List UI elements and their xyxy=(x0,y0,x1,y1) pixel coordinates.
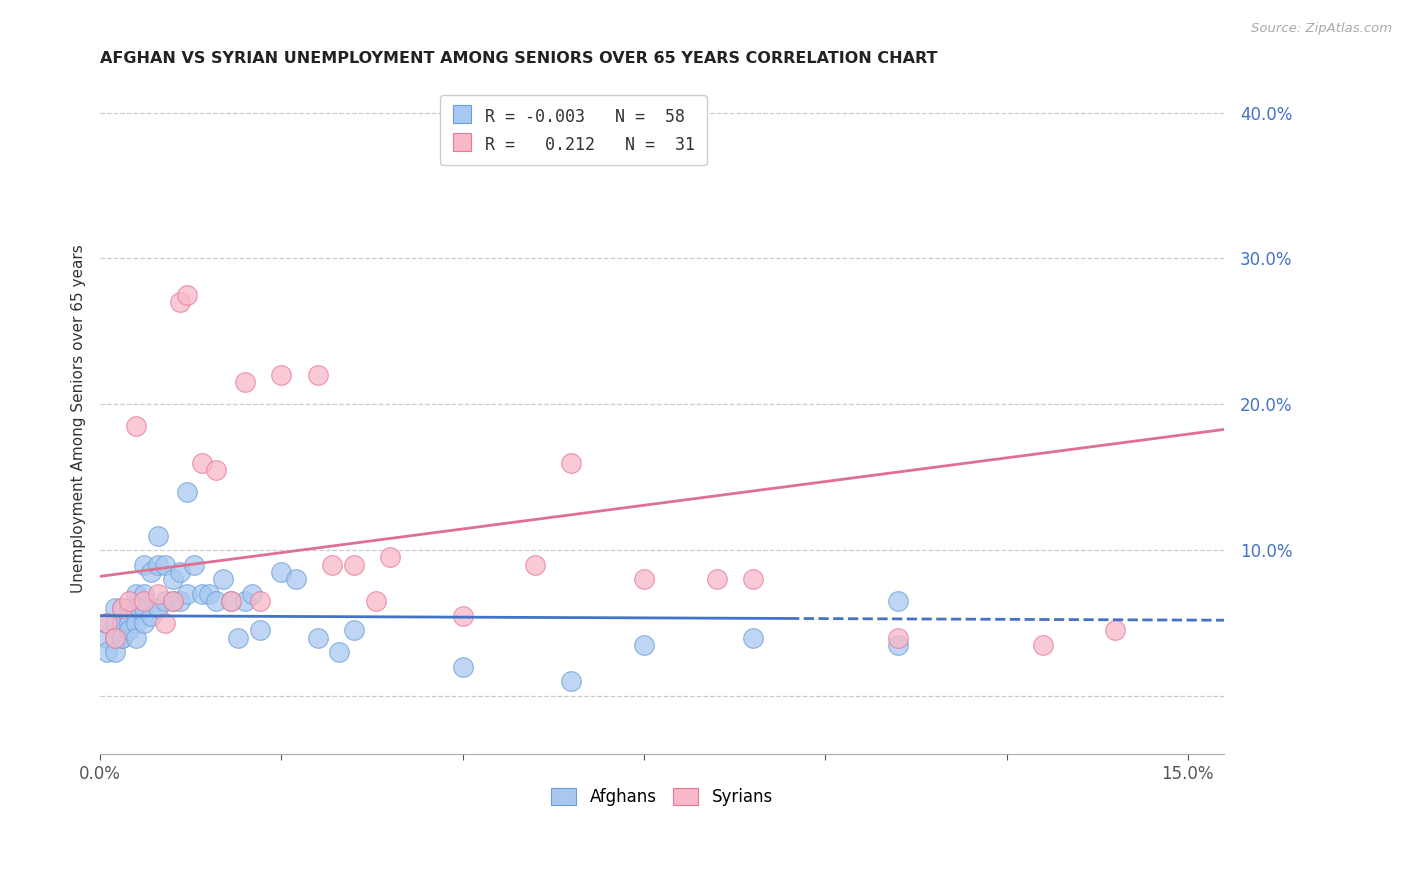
Point xyxy=(155,594,177,608)
Text: AFGHAN VS SYRIAN UNEMPLOYMENT AMONG SENIORS OVER 65 YEARS CORRELATION CHART: AFGHAN VS SYRIAN UNEMPLOYMENT AMONG SENI… xyxy=(100,51,938,66)
Point xyxy=(118,615,141,630)
Point xyxy=(96,615,118,630)
Point xyxy=(111,601,134,615)
Point xyxy=(104,631,127,645)
Point xyxy=(524,558,547,572)
Point xyxy=(343,624,366,638)
Point xyxy=(284,572,307,586)
Point xyxy=(169,594,191,608)
Y-axis label: Unemployment Among Seniors over 65 years: Unemployment Among Seniors over 65 years xyxy=(72,244,86,593)
Point xyxy=(190,587,212,601)
Point xyxy=(111,615,134,630)
Point xyxy=(104,615,127,630)
Point xyxy=(104,601,127,615)
Point xyxy=(560,674,582,689)
Point xyxy=(307,368,329,383)
Point xyxy=(451,659,474,673)
Point xyxy=(190,456,212,470)
Point xyxy=(125,615,148,630)
Point xyxy=(146,558,169,572)
Point xyxy=(233,376,256,390)
Point xyxy=(132,601,155,615)
Point xyxy=(633,638,655,652)
Point xyxy=(205,594,228,608)
Point xyxy=(233,594,256,608)
Point xyxy=(118,608,141,623)
Point xyxy=(155,615,177,630)
Point xyxy=(270,565,292,579)
Point xyxy=(146,601,169,615)
Point xyxy=(118,601,141,615)
Point xyxy=(146,587,169,601)
Point xyxy=(139,608,162,623)
Point xyxy=(198,587,221,601)
Point xyxy=(1104,624,1126,638)
Point xyxy=(155,558,177,572)
Point xyxy=(1032,638,1054,652)
Point xyxy=(321,558,343,572)
Point xyxy=(162,594,184,608)
Point xyxy=(162,594,184,608)
Point xyxy=(132,615,155,630)
Point xyxy=(741,631,763,645)
Point xyxy=(219,594,242,608)
Point xyxy=(560,456,582,470)
Point xyxy=(125,587,148,601)
Point xyxy=(380,550,402,565)
Point xyxy=(96,615,118,630)
Point xyxy=(176,484,198,499)
Point xyxy=(183,558,205,572)
Point xyxy=(132,594,155,608)
Legend: Afghans, Syrians: Afghans, Syrians xyxy=(544,781,779,813)
Point xyxy=(307,631,329,645)
Point xyxy=(343,558,366,572)
Point xyxy=(96,631,118,645)
Point xyxy=(249,594,271,608)
Point xyxy=(706,572,728,586)
Point xyxy=(125,419,148,434)
Point xyxy=(132,558,155,572)
Point xyxy=(633,572,655,586)
Point xyxy=(219,594,242,608)
Point xyxy=(118,594,141,608)
Point xyxy=(176,288,198,302)
Point xyxy=(242,587,264,601)
Point xyxy=(169,565,191,579)
Point xyxy=(104,645,127,659)
Point xyxy=(111,615,134,630)
Point xyxy=(887,631,910,645)
Point xyxy=(139,565,162,579)
Point xyxy=(249,624,271,638)
Point xyxy=(451,608,474,623)
Point xyxy=(226,631,249,645)
Point xyxy=(104,631,127,645)
Point xyxy=(132,587,155,601)
Point xyxy=(176,587,198,601)
Point xyxy=(146,528,169,542)
Point xyxy=(887,638,910,652)
Point xyxy=(741,572,763,586)
Point xyxy=(169,295,191,310)
Point xyxy=(328,645,350,659)
Point xyxy=(96,645,118,659)
Point xyxy=(125,601,148,615)
Point xyxy=(162,572,184,586)
Point xyxy=(111,631,134,645)
Point xyxy=(111,601,134,615)
Point xyxy=(118,624,141,638)
Point xyxy=(887,594,910,608)
Point xyxy=(270,368,292,383)
Point xyxy=(205,463,228,477)
Text: Source: ZipAtlas.com: Source: ZipAtlas.com xyxy=(1251,22,1392,36)
Point xyxy=(212,572,235,586)
Point xyxy=(111,631,134,645)
Point xyxy=(125,631,148,645)
Point xyxy=(364,594,387,608)
